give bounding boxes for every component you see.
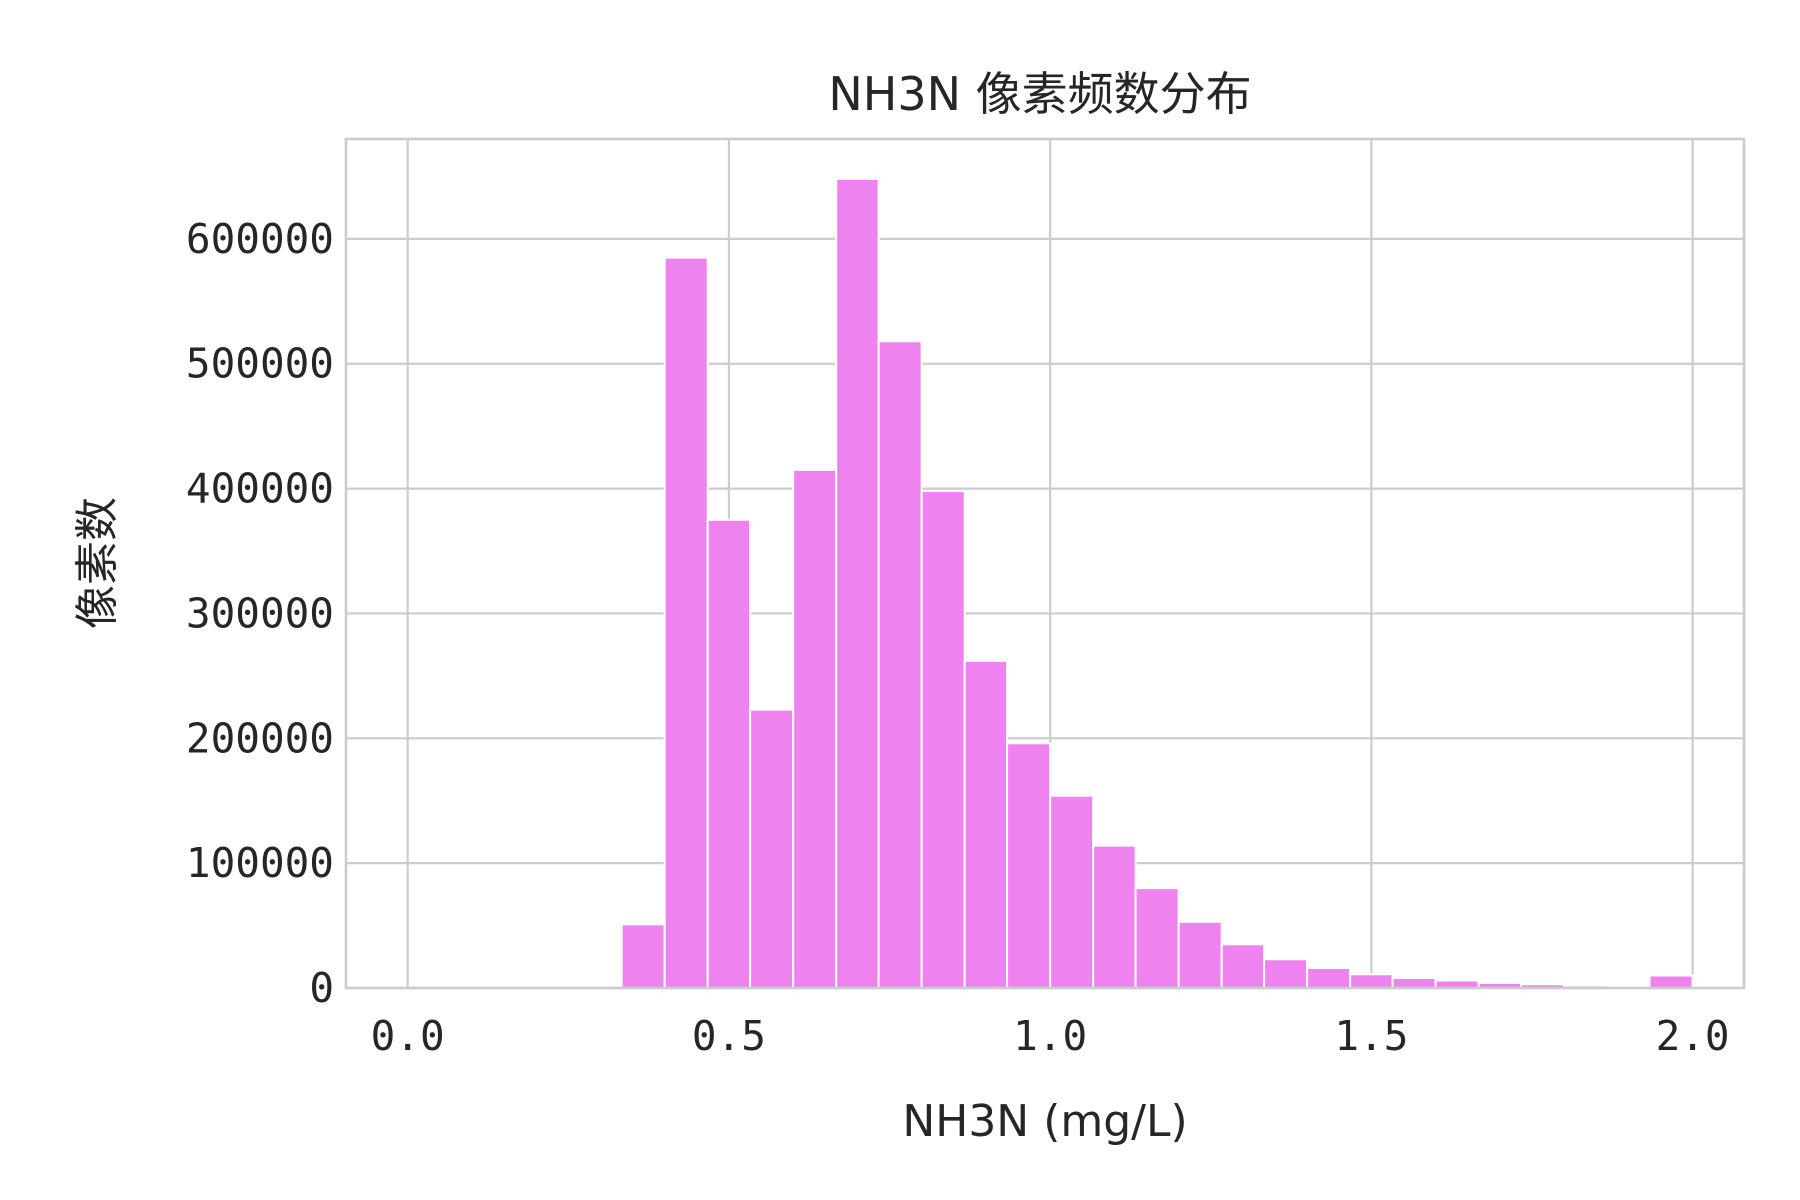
histogram-bar <box>620 923 666 990</box>
y-axis-ticks: 0 100000 200000 300000 400000 500000 600000 <box>186 215 334 1012</box>
y-tick-label: 0 <box>309 964 334 1012</box>
x-tick-label: 1.0 <box>1013 1012 1087 1060</box>
histogram-bar <box>706 518 752 989</box>
histogram-bar <box>1134 887 1180 990</box>
histogram-bar <box>920 490 966 989</box>
x-tick-label: 0.0 <box>371 1012 445 1060</box>
histogram-bar <box>835 177 880 989</box>
y-tick-label: 500000 <box>186 340 334 388</box>
histogram-bar <box>792 468 838 989</box>
y-tick-label: 200000 <box>186 714 334 762</box>
y-axis-label: 像素数 <box>72 497 123 629</box>
histogram-bar <box>877 340 923 989</box>
x-tick-label: 2.0 <box>1656 1012 1730 1060</box>
histogram-bar <box>1049 794 1095 989</box>
histogram-bar <box>1263 958 1309 989</box>
histogram-bar <box>749 708 795 989</box>
chart-title: NH3N 像素频数分布 <box>828 67 1251 121</box>
histogram-bar <box>1391 977 1437 990</box>
histogram-bar <box>1006 742 1052 989</box>
histogram-bar <box>963 659 1009 990</box>
plot-frame <box>344 137 1746 990</box>
x-axis-label: NH3N (mg/L) <box>902 1096 1187 1147</box>
histogram-bar <box>1349 973 1394 989</box>
y-tick-label: 300000 <box>186 589 334 637</box>
x-axis-ticks: 0.0 0.5 1.0 1.5 2.0 <box>371 1012 1730 1060</box>
histogram-bar <box>1092 844 1137 990</box>
histogram-bars <box>620 177 1694 990</box>
histogram-bar <box>1220 943 1266 989</box>
histogram-bar <box>1648 974 1694 990</box>
y-tick-label: 400000 <box>186 465 334 513</box>
histogram-bar <box>663 256 709 989</box>
histogram-bar <box>1177 920 1223 989</box>
histogram-bar <box>1306 967 1352 990</box>
y-tick-label: 600000 <box>186 215 334 263</box>
x-tick-label: 1.5 <box>1334 1012 1408 1060</box>
y-tick-label: 100000 <box>186 839 334 887</box>
x-tick-label: 0.5 <box>692 1012 766 1060</box>
